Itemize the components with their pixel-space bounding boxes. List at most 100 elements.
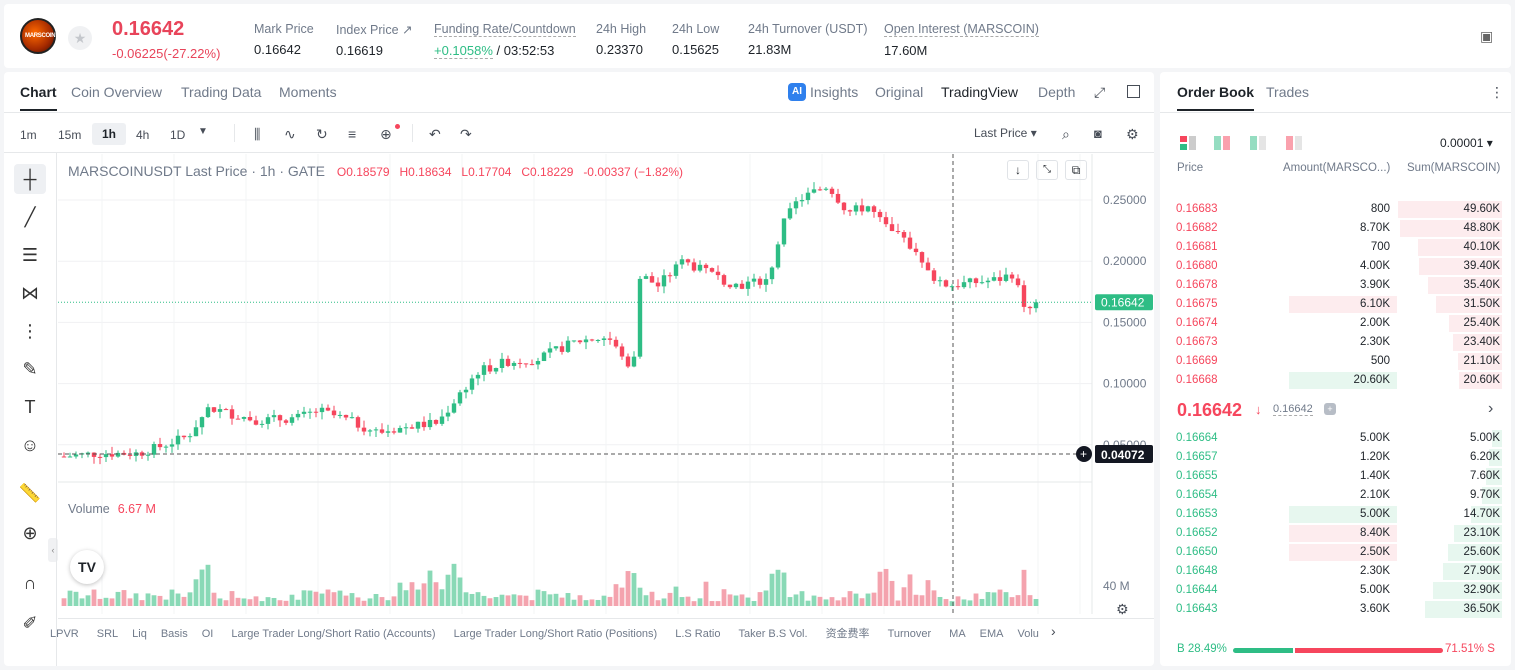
collapse-toolbar-handle[interactable]: ‹ [48,538,58,562]
ask-row[interactable]: 0.16683 800 49.60K [1172,200,1502,219]
tf-1h[interactable]: 1h [92,123,127,145]
text-tool-icon[interactable]: T [24,397,36,417]
camera-icon[interactable]: ◙ [1094,126,1102,141]
redo-icon[interactable]: ↷ [460,126,472,142]
collapse-icon[interactable]: ⤡ [1036,160,1058,180]
candle-body [949,286,955,288]
bid-row[interactable]: 0.16654 2.10K 9.70K [1172,486,1502,505]
tab-insights[interactable]: Insights [810,84,859,100]
volume-bar [121,590,127,606]
bid-row[interactable]: 0.16643 3.60K 36.50K [1172,600,1502,619]
tf-1m[interactable]: 1m [20,128,37,142]
book-bids-icon[interactable] [1250,136,1266,150]
ask-row[interactable]: 0.16675 6.10K 31.50K [1172,295,1502,314]
indicator-7[interactable]: L.S Ratio [675,628,721,640]
window-icon[interactable] [1127,85,1140,98]
ask-row[interactable]: 0.16669 500 21.10K [1172,352,1502,371]
indicator-5[interactable]: Large Trader Long/Short Ratio (Accounts) [231,628,436,640]
scroll-down-icon[interactable]: ↓ [1007,160,1029,180]
index-price-stat[interactable]: Index Price ↗ 0.16619 [336,23,413,58]
ask-row[interactable]: 0.16673 2.30K 23.40K [1172,333,1502,352]
indicator-0[interactable]: LPVR [50,628,79,640]
tab-moments[interactable]: Moments [279,84,337,100]
indicator-4[interactable]: OI [201,628,214,640]
candle-body [1003,274,1009,281]
more-icon[interactable]: ⋮ [1490,84,1504,100]
ask-row[interactable]: 0.16681 700 40.10K [1172,238,1502,257]
pencil-lock-tool-icon[interactable]: ✐ [22,613,38,633]
bid-row[interactable]: 0.16644 5.00K 32.90K [1172,581,1502,600]
add-indicator-icon[interactable]: ⊕ [380,126,392,142]
tab-tradingview[interactable]: TradingView [941,84,1019,100]
book-mixed-icon[interactable] [1214,136,1230,150]
bid-row[interactable]: 0.16650 2.50K 25.60K [1172,543,1502,562]
indicator-11[interactable]: MA [949,628,966,640]
expand-icon[interactable]: ⤢ [1094,84,1106,100]
candle-body [523,363,529,365]
indicators-icon[interactable]: ∿ [284,126,296,142]
trendline-tool-icon[interactable]: ╱ [24,207,36,227]
notebook-icon[interactable]: ▣ [1480,28,1494,44]
emoji-tool-icon[interactable]: ☺ [20,435,40,455]
precision-select[interactable]: 0.00001 ▾ [1440,136,1493,150]
bid-row[interactable]: 0.16652 8.40K 23.10K [1172,524,1502,543]
tab-trading-data[interactable]: Trading Data [181,84,262,100]
volume-bar [499,594,505,606]
indicator-1[interactable]: SRL [96,628,119,640]
templates-icon[interactable]: ≡ [348,126,357,142]
indicator-8[interactable]: Taker B.S Vol. [738,628,808,640]
undo-icon[interactable]: ↶ [429,126,441,142]
indicator-13[interactable]: Volu [1017,628,1039,640]
indicator-scroll-right-icon[interactable]: › [1051,623,1056,639]
indicator-6[interactable]: Large Trader Long/Short Ratio (Positions… [453,628,658,640]
candle-type-icon[interactable]: ⫼ [254,126,261,142]
pattern-tool-icon[interactable]: ⋈ [21,283,39,303]
restore-icon[interactable]: ⧉ [1065,160,1087,180]
indicator-9[interactable]: 资金费率 [825,628,870,640]
tf-1d[interactable]: 1D [170,128,186,142]
settings-gear-icon[interactable]: ⚙ [1126,126,1139,142]
candle-body [109,454,115,457]
ruler-tool-icon[interactable]: 📏 [18,483,42,503]
ask-row[interactable]: 0.16682 8.70K 48.80K [1172,219,1502,238]
replay-icon[interactable]: ↻ [316,126,328,142]
crosshair-tool-icon[interactable]: ┼ [14,164,46,194]
brush-tool-icon[interactable]: ✎ [22,359,38,379]
tradingview-logo-icon[interactable]: TV [70,550,104,584]
price-chart[interactable]: 0.250000.200000.150000.100000.050000.166… [58,154,1154,614]
tf-4h[interactable]: 4h [136,128,150,142]
book-both-icon[interactable] [1180,136,1196,150]
favorite-star-icon[interactable]: ★ [68,26,92,50]
price-type-select[interactable]: Last Price ▾ [974,126,1037,140]
horizontal-lines-tool-icon[interactable]: ☰ [21,245,39,265]
indicator-12[interactable]: EMA [979,628,1004,640]
indicator-10[interactable]: Turnover [887,628,932,640]
ask-row[interactable]: 0.16668 20.60K 20.60K [1172,371,1502,390]
indicator-2[interactable]: Liq [132,628,147,640]
chart-settings-icon[interactable]: ⚙ [1116,601,1129,617]
tab-coin-overview[interactable]: Coin Overview [71,84,163,100]
zoom-in-tool-icon[interactable]: ⊕ [22,523,38,543]
search-icon[interactable]: ⌕ [1062,126,1070,142]
tab-order-book[interactable]: Order Book [1177,84,1255,111]
bid-row[interactable]: 0.16655 1.40K 7.60K [1172,467,1502,486]
chevron-right-icon[interactable]: › [1488,400,1494,417]
tf-dropdown-icon[interactable]: ▼ [198,126,208,137]
bid-row[interactable]: 0.16657 1.20K 6.20K [1172,448,1502,467]
tab-chart[interactable]: Chart [20,84,57,111]
ask-row[interactable]: 0.16678 3.90K 35.40K [1172,276,1502,295]
bid-row[interactable]: 0.16664 5.00K 5.00K [1172,429,1502,448]
indicator-3[interactable]: Basis [160,628,188,640]
bid-row[interactable]: 0.16653 5.00K 14.70K [1172,505,1502,524]
tf-15m[interactable]: 15m [58,128,82,142]
tab-trades[interactable]: Trades [1266,84,1310,100]
fib-tool-icon[interactable]: ⋮ [21,321,39,341]
book-asks-icon[interactable] [1286,136,1302,150]
ask-row[interactable]: 0.16674 2.00K 25.40K [1172,314,1502,333]
ask-row[interactable]: 0.16680 4.00K 39.40K [1172,257,1502,276]
magnet-tool-icon[interactable]: ∩ [23,573,37,593]
tab-original[interactable]: Original [875,84,924,100]
depth-bar [1491,430,1502,447]
tab-depth[interactable]: Depth [1038,84,1076,100]
bid-row[interactable]: 0.16648 2.30K 27.90K [1172,562,1502,581]
